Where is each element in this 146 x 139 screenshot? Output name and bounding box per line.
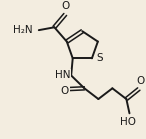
Text: H₂N: H₂N	[13, 25, 33, 35]
Text: HO: HO	[120, 117, 136, 127]
Text: O: O	[61, 1, 69, 11]
Text: O: O	[136, 76, 144, 86]
Text: S: S	[96, 53, 103, 63]
Text: O: O	[61, 86, 69, 96]
Text: HN: HN	[55, 70, 70, 80]
